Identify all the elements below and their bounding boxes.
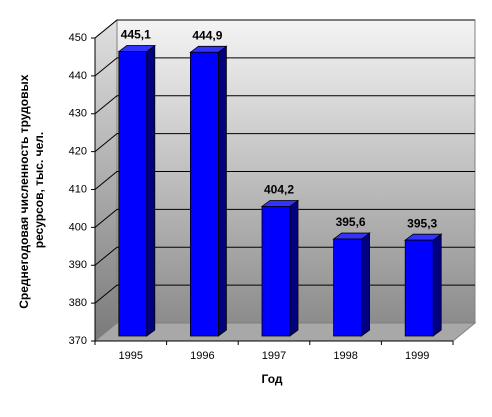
y-tick-label: 390 <box>69 259 87 271</box>
value-label: 395,6 <box>336 215 366 229</box>
y-axis-title-line: ресурсов, тыс. чел. <box>32 132 46 248</box>
grid-line <box>94 95 475 115</box>
x-tick-label: 1999 <box>405 350 429 362</box>
bar-side <box>146 44 156 337</box>
bar-side <box>289 199 299 337</box>
bar <box>189 51 219 337</box>
y-tick-label: 430 <box>69 108 87 120</box>
y-tick-label: 370 <box>69 335 87 347</box>
bar-side <box>361 232 371 337</box>
grid-line <box>94 19 475 39</box>
y-tick-label: 440 <box>69 70 87 82</box>
bar <box>333 238 363 337</box>
value-label: 444,9 <box>192 28 222 42</box>
x-tick-label: 1997 <box>262 350 286 362</box>
y-tick-label: 410 <box>69 183 87 195</box>
grid-line <box>94 208 475 228</box>
grid-line <box>94 171 475 190</box>
bar <box>404 239 434 337</box>
bar-side <box>217 45 227 337</box>
y-tick-label: 400 <box>69 221 87 233</box>
value-label: 404,2 <box>264 183 294 197</box>
value-label: 445,1 <box>121 28 151 42</box>
y-tick-label: 420 <box>69 146 87 158</box>
value-label: 395,3 <box>407 216 437 230</box>
grid-line <box>94 133 475 153</box>
bar <box>261 206 291 337</box>
x-tick-label: 1998 <box>333 350 357 362</box>
grid-line <box>94 57 475 77</box>
y-tick-label: 380 <box>69 297 87 309</box>
y-axis-title: Среднегодовая численность трудовых ресур… <box>17 71 46 309</box>
y-tick-label: 450 <box>69 32 87 44</box>
bar-side <box>432 233 442 337</box>
x-tick-label: 1995 <box>119 350 143 362</box>
x-axis-title: Год <box>262 372 283 386</box>
y-axis-title-line: Среднегодовая численность трудовых <box>17 74 31 308</box>
bar <box>118 51 148 337</box>
x-tick-label: 1996 <box>190 350 214 362</box>
